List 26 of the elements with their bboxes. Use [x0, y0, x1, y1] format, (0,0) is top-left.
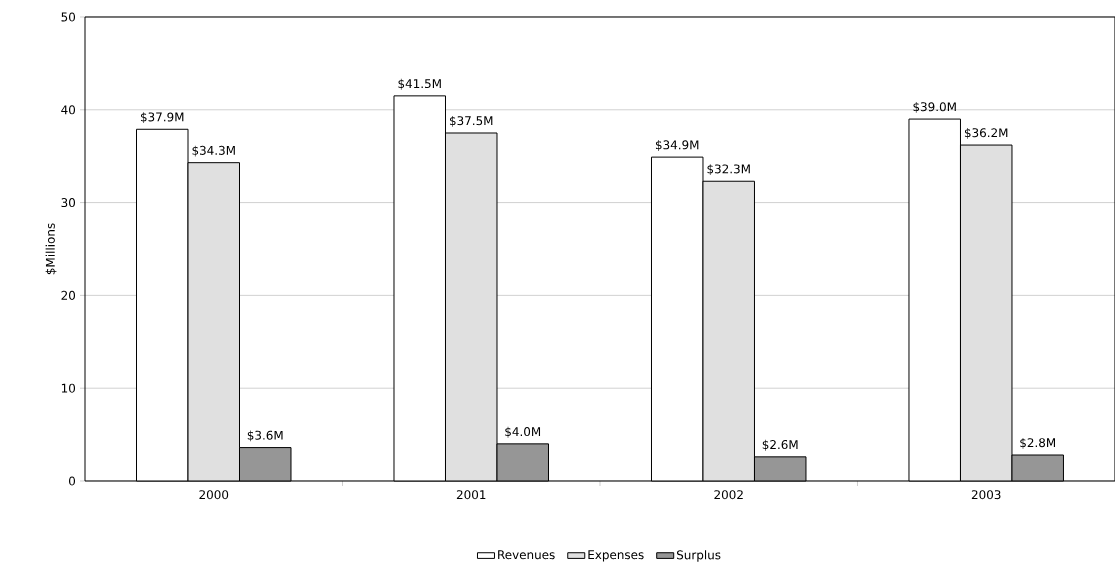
data-label: $4.0M — [505, 426, 541, 438]
x-tick-label: 2002 — [714, 490, 743, 500]
y-tick-label: 10 — [61, 383, 76, 393]
x-tick-label: 2000 — [199, 490, 229, 500]
data-label: $34.9M — [655, 140, 699, 151]
data-label: $34.3M — [192, 145, 235, 157]
x-tick-label: 2003 — [971, 490, 1001, 500]
y-tick-label: 40 — [61, 105, 76, 115]
x-tick-label: 2001 — [456, 490, 486, 500]
y-tick-label: 0 — [69, 476, 76, 486]
data-label: $2.8M — [1020, 437, 1055, 449]
y-tick-label: 50 — [61, 12, 76, 22]
data-label: $32.3M — [707, 164, 750, 176]
data-label: $37.5M — [449, 115, 493, 127]
legend-label: Expenses — [588, 550, 644, 562]
data-label: $3.6M — [247, 430, 283, 442]
data-label: $36.2M — [964, 128, 1008, 139]
y-tick-label: 30 — [61, 198, 76, 208]
data-label: $2.6M — [762, 439, 798, 451]
legend-label: Revenues — [498, 550, 555, 560]
legend-label: Surplus — [676, 550, 721, 562]
y-tick-label: 20 — [61, 290, 76, 300]
data-label: $37.9M — [140, 112, 184, 124]
y-axis-title: $Millions — [45, 223, 57, 275]
data-label: $41.5M — [398, 78, 441, 90]
data-label: $39.0M — [913, 102, 956, 113]
